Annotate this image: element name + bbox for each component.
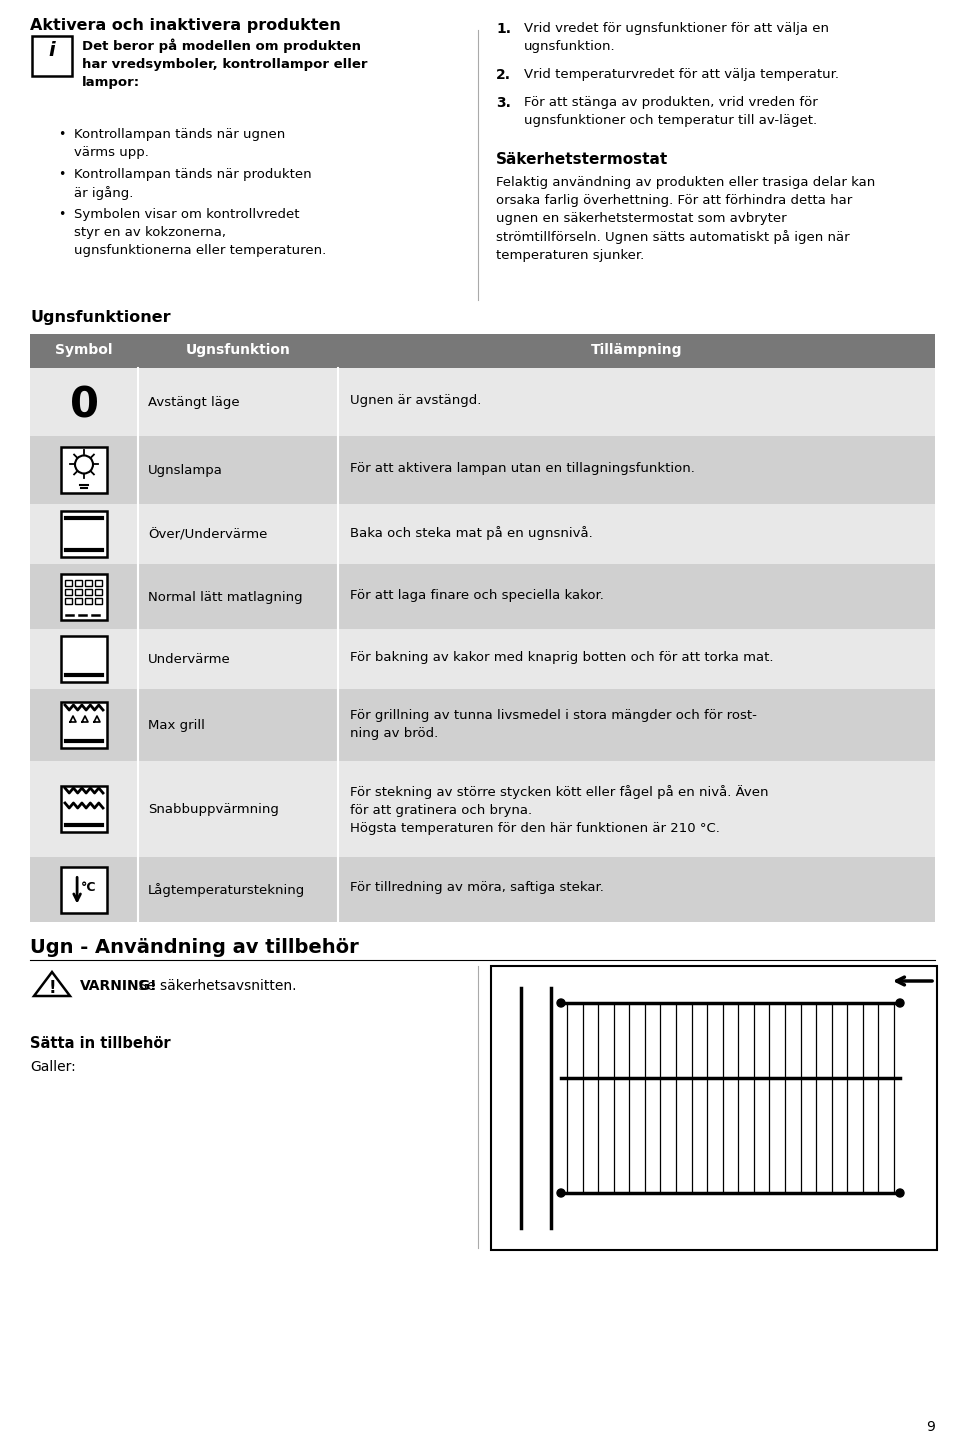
- Text: •: •: [58, 208, 65, 221]
- Text: 1.: 1.: [496, 22, 511, 36]
- Text: Över/Undervärme: Över/Undervärme: [148, 527, 268, 540]
- Bar: [65, 589, 72, 595]
- FancyBboxPatch shape: [491, 966, 937, 1250]
- Text: Undervärme: Undervärme: [148, 652, 230, 665]
- Text: Galler:: Galler:: [30, 1061, 76, 1073]
- Bar: [61, 573, 107, 619]
- Bar: [30, 688, 935, 762]
- Text: För tillredning av möra, saftiga stekar.: För tillredning av möra, saftiga stekar.: [350, 881, 604, 894]
- Bar: [30, 368, 935, 435]
- Bar: [61, 447, 107, 493]
- Circle shape: [557, 1188, 565, 1197]
- Bar: [85, 598, 92, 604]
- Bar: [61, 637, 107, 683]
- Text: Avstängt läge: Avstängt läge: [148, 397, 240, 410]
- Bar: [30, 629, 935, 688]
- Bar: [61, 703, 107, 749]
- Text: •: •: [58, 128, 65, 141]
- Text: Vrid temperaturvredet för att välja temperatur.: Vrid temperaturvredet för att välja temp…: [524, 68, 839, 80]
- Text: För att aktivera lampan utan en tillagningsfunktion.: För att aktivera lampan utan en tillagni…: [350, 463, 695, 476]
- Circle shape: [557, 999, 565, 1007]
- Text: !: !: [48, 979, 56, 997]
- Text: 9: 9: [926, 1420, 935, 1434]
- Text: Baka och steka mat på en ugnsnivå.: Baka och steka mat på en ugnsnivå.: [350, 526, 592, 540]
- Bar: [61, 867, 107, 912]
- Text: Det beror på modellen om produkten
har vredsymboler, kontrollampor eller
lampor:: Det beror på modellen om produkten har v…: [82, 37, 368, 89]
- Text: Ugnsfunktion: Ugnsfunktion: [185, 343, 291, 356]
- Text: Ugn - Användning av tillbehör: Ugn - Användning av tillbehör: [30, 938, 359, 957]
- Text: VARNING!: VARNING!: [80, 979, 157, 993]
- Text: Aktivera och inaktivera produkten: Aktivera och inaktivera produkten: [30, 19, 341, 33]
- Text: Kontrollampan tänds när produkten
är igång.: Kontrollampan tänds när produkten är igå…: [74, 168, 312, 200]
- Bar: [61, 786, 107, 832]
- Bar: [30, 856, 935, 923]
- Bar: [30, 762, 935, 856]
- Bar: [30, 333, 935, 368]
- Text: 0: 0: [69, 384, 99, 425]
- Text: Ugnsfunktioner: Ugnsfunktioner: [30, 310, 171, 325]
- Bar: [75, 589, 82, 595]
- Text: Ugnslampa: Ugnslampa: [148, 464, 223, 477]
- Text: i: i: [49, 42, 56, 60]
- Bar: [65, 579, 72, 585]
- Text: Tillämpning: Tillämpning: [590, 343, 683, 356]
- Text: Kontrollampan tänds när ugnen
värms upp.: Kontrollampan tänds när ugnen värms upp.: [74, 128, 285, 160]
- Text: •: •: [58, 168, 65, 181]
- Bar: [61, 512, 107, 558]
- Bar: [95, 579, 102, 585]
- Bar: [85, 589, 92, 595]
- Circle shape: [896, 1188, 904, 1197]
- Text: Snabbuppvärmning: Snabbuppvärmning: [148, 803, 278, 816]
- Bar: [75, 579, 82, 585]
- Bar: [75, 598, 82, 604]
- Text: Säkerhetstermostat: Säkerhetstermostat: [496, 152, 668, 167]
- Text: Se säkerhetsavsnitten.: Se säkerhetsavsnitten.: [134, 979, 297, 993]
- Text: För att laga finare och speciella kakor.: För att laga finare och speciella kakor.: [350, 589, 604, 602]
- Text: För stekning av större stycken kött eller fågel på en nivå. Även
för att gratine: För stekning av större stycken kött elle…: [350, 785, 769, 835]
- Text: Ugnen är avstängd.: Ugnen är avstängd.: [350, 394, 481, 407]
- Circle shape: [896, 999, 904, 1007]
- Text: Symbol: Symbol: [56, 343, 112, 356]
- Text: 2.: 2.: [496, 68, 511, 82]
- Bar: [30, 504, 935, 563]
- Text: Symbolen visar om kontrollvredet
styr en av kokzonerna,
ugnsfunktionerna eller t: Symbolen visar om kontrollvredet styr en…: [74, 208, 326, 257]
- Text: Sätta in tillbehör: Sätta in tillbehör: [30, 1036, 171, 1050]
- Text: För bakning av kakor med knaprig botten och för att torka mat.: För bakning av kakor med knaprig botten …: [350, 651, 774, 664]
- Bar: [85, 579, 92, 585]
- Text: Lågtemperaturstekning: Lågtemperaturstekning: [148, 884, 305, 898]
- Text: För att stänga av produkten, vrid vreden för
ugnsfunktioner och temperatur till : För att stänga av produkten, vrid vreden…: [524, 96, 818, 126]
- Text: Normal lätt matlagning: Normal lätt matlagning: [148, 591, 302, 604]
- Text: För grillning av tunna livsmedel i stora mängder och för rost-
ning av bröd.: För grillning av tunna livsmedel i stora…: [350, 708, 756, 740]
- Bar: [30, 563, 935, 629]
- Text: °C: °C: [81, 881, 97, 894]
- Bar: [65, 598, 72, 604]
- Text: Max grill: Max grill: [148, 718, 204, 731]
- Bar: [32, 36, 72, 76]
- Bar: [95, 598, 102, 604]
- Bar: [95, 589, 102, 595]
- Text: Felaktig användning av produkten eller trasiga delar kan
orsaka farlig överhettn: Felaktig användning av produkten eller t…: [496, 175, 876, 263]
- Bar: [30, 435, 935, 504]
- Text: Vrid vredet för ugnsfunktioner för att välja en
ugnsfunktion.: Vrid vredet för ugnsfunktioner för att v…: [524, 22, 829, 53]
- Text: 3.: 3.: [496, 96, 511, 111]
